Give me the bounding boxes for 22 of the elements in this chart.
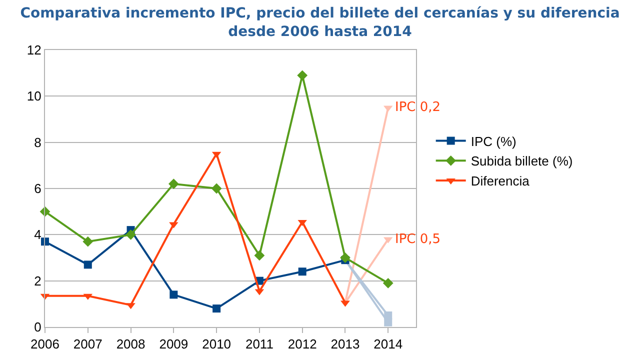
legend-label: IPC (%) xyxy=(470,134,516,149)
x-tick-label: 2007 xyxy=(73,336,102,352)
x-tick-label: 2006 xyxy=(30,336,60,352)
y-tick-label: 0 xyxy=(34,320,42,335)
y-tick-label: 8 xyxy=(34,134,42,150)
x-tick-label: 2009 xyxy=(159,336,188,352)
x-tick-label: 2012 xyxy=(288,336,317,352)
x-tick-label: 2011 xyxy=(245,336,274,352)
y-tick-label: 6 xyxy=(34,181,42,196)
x-tick-label: 2014 xyxy=(374,336,403,352)
y-tick-label: 2 xyxy=(34,273,42,288)
annotation: IPC 0,2 xyxy=(395,100,441,115)
y-tick-label: 12 xyxy=(26,42,42,58)
chart-title: Comparativa incremento IPC, precio del billete del cercanías y su diferencia desde 2006 hasta 2014 xyxy=(20,6,620,40)
legend-label: Subida billete (%) xyxy=(470,154,573,169)
x-tick-label: 2008 xyxy=(116,336,146,352)
x-tick-label: 2010 xyxy=(202,336,232,352)
legend-label: Diferencia xyxy=(470,174,530,189)
y-tick-label: 10 xyxy=(26,88,42,104)
x-tick-label: 2013 xyxy=(330,336,360,352)
y-tick-label: 4 xyxy=(34,227,42,242)
annotation: IPC 0,5 xyxy=(395,232,441,247)
